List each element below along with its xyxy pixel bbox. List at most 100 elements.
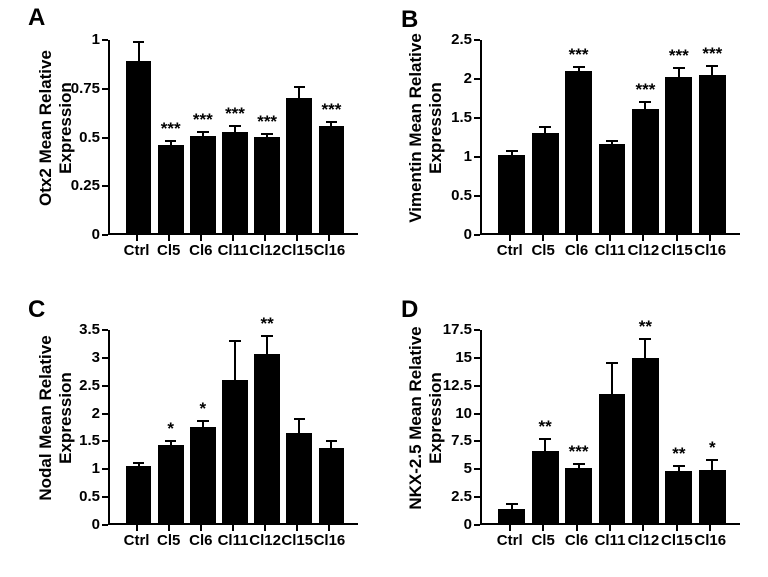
y-tick-label: 0 [52, 226, 100, 243]
plot-area-d: ********** [480, 330, 740, 525]
error-cap [197, 131, 209, 133]
x-tick [168, 235, 170, 241]
y-tick-label: 2.5 [424, 488, 472, 505]
x-tick [232, 525, 234, 531]
error-cap [539, 438, 551, 440]
y-tick-label: 2.5 [52, 377, 100, 394]
y-tick [474, 195, 480, 197]
y-tick [102, 234, 108, 236]
y-tick-label: 1 [52, 460, 100, 477]
y-tick [474, 39, 480, 41]
plot-area-b: ************ [480, 40, 740, 235]
y-tick-label: 0.5 [52, 488, 100, 505]
error-cap [261, 133, 273, 135]
x-tick-label: Cl16 [310, 532, 348, 549]
x-tick [576, 525, 578, 531]
error-cap [539, 126, 551, 128]
y-tick [102, 357, 108, 359]
y-tick [474, 357, 480, 359]
x-tick [609, 235, 611, 241]
y-tick [102, 39, 108, 41]
y-tick [474, 496, 480, 498]
y-tick-label: 0 [424, 516, 472, 533]
significance-marker: *** [691, 44, 734, 64]
error-cap [606, 362, 618, 364]
plot-area-a: *************** [108, 40, 358, 235]
y-tick-label: 5 [424, 460, 472, 477]
bar [286, 433, 312, 523]
error-cap [573, 66, 585, 68]
error-cap [673, 67, 685, 69]
bar [532, 451, 559, 523]
significance-marker: * [691, 438, 734, 458]
x-tick [296, 235, 298, 241]
error-cap [326, 121, 338, 123]
y-tick [474, 385, 480, 387]
y-tick [474, 440, 480, 442]
bar [158, 445, 184, 523]
bar [286, 98, 312, 233]
significance-marker: ** [524, 417, 567, 437]
x-tick [642, 525, 644, 531]
error-cap [165, 440, 177, 442]
error-line [298, 87, 300, 99]
bar [126, 61, 152, 233]
y-tick-label: 0.5 [424, 187, 472, 204]
bar [632, 109, 659, 233]
y-tick [474, 468, 480, 470]
y-tick-label: 12.5 [424, 377, 472, 394]
error-cap [229, 340, 241, 342]
x-tick [264, 235, 266, 241]
y-tick-label: 2 [52, 405, 100, 422]
error-cap [229, 125, 241, 127]
bar [565, 468, 592, 523]
y-tick-label: 17.5 [424, 321, 472, 338]
x-tick [136, 235, 138, 241]
y-tick-label: 2 [424, 70, 472, 87]
x-tick [296, 525, 298, 531]
x-tick [168, 525, 170, 531]
bar [665, 77, 692, 233]
error-cap [639, 338, 651, 340]
bar [222, 132, 248, 233]
error-line [138, 42, 140, 62]
error-line [711, 460, 713, 470]
bar [665, 471, 692, 523]
y-tick-label: 10 [424, 405, 472, 422]
y-tick-label: 0 [52, 516, 100, 533]
significance-marker: * [150, 419, 191, 439]
y-tick [102, 329, 108, 331]
error-line [266, 336, 268, 354]
error-cap [197, 420, 209, 422]
bar [158, 145, 184, 233]
x-tick [328, 235, 330, 241]
significance-marker: *** [247, 112, 288, 132]
error-line [234, 341, 236, 380]
error-cap [294, 86, 306, 88]
y-tick [102, 440, 108, 442]
bar [599, 394, 626, 523]
significance-marker: *** [557, 45, 600, 65]
y-tick-label: 3 [52, 349, 100, 366]
error-cap [706, 459, 718, 461]
error-cap [673, 465, 685, 467]
y-tick-label: 7.5 [424, 432, 472, 449]
bar [254, 354, 280, 523]
y-tick-label: 1 [52, 31, 100, 48]
x-tick-label: Cl16 [310, 242, 348, 259]
bar [222, 380, 248, 523]
error-cap [573, 463, 585, 465]
x-tick [232, 235, 234, 241]
y-tick [102, 385, 108, 387]
x-tick [609, 525, 611, 531]
significance-marker: *** [557, 442, 600, 462]
significance-marker: * [182, 399, 223, 419]
significance-marker: ** [624, 317, 667, 337]
y-tick [474, 524, 480, 526]
x-tick [642, 235, 644, 241]
x-tick [264, 525, 266, 531]
error-cap [261, 335, 273, 337]
y-tick-label: 2.5 [424, 31, 472, 48]
error-cap [133, 462, 145, 464]
bar [498, 155, 525, 233]
